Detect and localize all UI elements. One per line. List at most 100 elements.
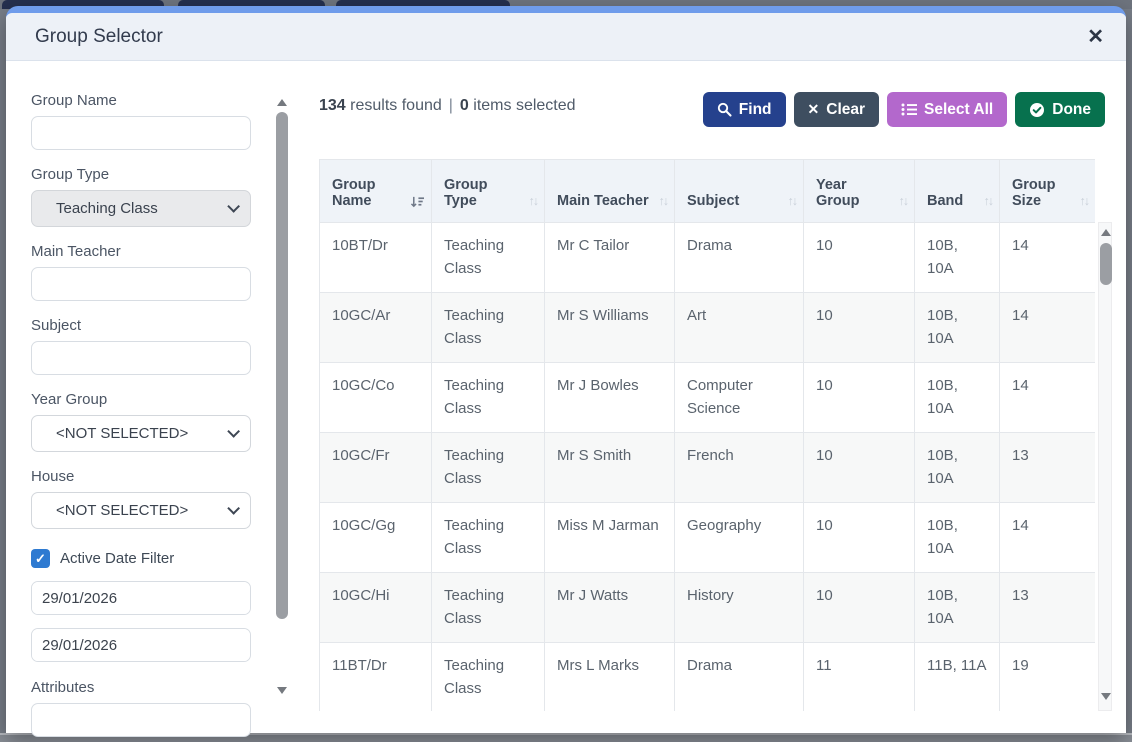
attributes-input[interactable] xyxy=(31,703,251,737)
scrollbar-thumb[interactable] xyxy=(1100,243,1112,285)
selected-count-suffix: items selected xyxy=(468,97,576,114)
clear-x-icon: ✕ xyxy=(807,101,820,117)
results-summary: 134 results found | 0 items selected xyxy=(319,97,576,115)
column-header-main-teacher[interactable]: Main Teacher ↑↓ xyxy=(544,159,675,223)
toolbar: Find ✕ Clear Select All xyxy=(702,92,1105,127)
table-cell: 10GC/Co xyxy=(319,362,432,433)
column-header-year-group[interactable]: Year Group ↑↓ xyxy=(803,159,915,223)
table-cell: Mr J Bowles xyxy=(544,362,675,433)
table-cell: 11 xyxy=(803,642,915,711)
table-cell: 10BT/Dr xyxy=(319,222,432,293)
clear-button[interactable]: ✕ Clear xyxy=(793,92,880,127)
sort-icon: ↑↓ xyxy=(787,194,798,208)
table-cell: Drama xyxy=(674,222,804,293)
year-group-label: Year Group xyxy=(31,391,108,408)
group-type-select[interactable]: Teaching Class xyxy=(31,190,251,227)
filter-sidebar: Group Name Group Type Teaching Class Mai… xyxy=(6,61,312,737)
table-row[interactable]: 10GC/Gg Teaching Class Miss M Jarman Geogra… xyxy=(319,502,1095,573)
table-cell: Miss M Jarman xyxy=(544,502,675,573)
done-button-label: Done xyxy=(1052,100,1091,118)
group-type-label: Group Type xyxy=(31,166,110,183)
table-cell: 10 xyxy=(803,222,915,293)
year-group-select[interactable]: <NOT SELECTED> xyxy=(31,415,251,452)
year-group-value: <NOT SELECTED> xyxy=(56,425,189,442)
find-button[interactable]: Find xyxy=(702,92,786,127)
house-value: <NOT SELECTED> xyxy=(56,502,189,519)
list-icon xyxy=(901,103,918,116)
table-cell: Art xyxy=(674,292,804,363)
table-cell: Computer Science xyxy=(674,362,804,433)
group-name-input[interactable] xyxy=(31,116,251,150)
table-cell: Teaching Class xyxy=(431,362,545,433)
check-circle-icon xyxy=(1030,102,1045,117)
table-cell: History xyxy=(674,572,804,643)
table-row[interactable]: 10GC/Co Teaching Class Mr J Bowles Computer… xyxy=(319,362,1095,433)
active-date-filter-label: Active Date Filter xyxy=(60,550,175,567)
column-header-label: Group Name xyxy=(332,177,376,209)
table-cell: 10B, 10A xyxy=(914,222,1000,293)
group-type-value: Teaching Class xyxy=(56,200,158,217)
active-date-filter-checkbox[interactable]: ✓ Active Date Filter xyxy=(31,549,312,568)
table-row[interactable]: 10GC/Hi Teaching Class Mr J Watts History 10… xyxy=(319,572,1095,643)
scroll-up-icon[interactable] xyxy=(277,99,287,106)
scroll-up-icon[interactable] xyxy=(1101,229,1111,236)
table-cell: 13 xyxy=(999,432,1095,503)
sort-icon: ↑↓ xyxy=(528,194,539,208)
table-cell: French xyxy=(674,432,804,503)
column-header-group-type[interactable]: Group Type ↑↓ xyxy=(431,159,545,223)
scrollbar-thumb[interactable] xyxy=(276,112,288,619)
table-cell: 14 xyxy=(999,362,1095,433)
results-table-viewport: Group Name Group Type ↑↓ Main Teacher ↑↓ Subj… xyxy=(319,159,1095,711)
find-button-label: Find xyxy=(738,100,772,118)
select-all-button-label: Select All xyxy=(924,100,994,118)
results-table: Group Name Group Type ↑↓ Main Teacher ↑↓ Subj… xyxy=(319,159,1095,711)
table-cell: Geography xyxy=(674,502,804,573)
table-cell: Teaching Class xyxy=(431,292,545,363)
table-row[interactable]: 10BT/Dr Teaching Class Mr C Tailor Drama 10 1… xyxy=(319,222,1095,293)
table-row[interactable]: 10GC/Ar Teaching Class Mr S Williams Art 10 1… xyxy=(319,292,1095,363)
table-cell: Teaching Class xyxy=(431,502,545,573)
column-header-label: Subject xyxy=(687,193,740,209)
sidebar-scrollbar[interactable] xyxy=(275,99,289,699)
attributes-label: Attributes xyxy=(31,679,95,696)
column-header-label: Group Type xyxy=(444,177,488,209)
table-cell: 14 xyxy=(999,222,1095,293)
table-header: Group Name Group Type ↑↓ Main Teacher ↑↓ Subj… xyxy=(319,159,1095,223)
table-scrollbar[interactable] xyxy=(1098,222,1112,711)
table-cell: 10 xyxy=(803,432,915,503)
group-name-label: Group Name xyxy=(31,92,117,109)
chevron-down-icon xyxy=(227,200,240,213)
done-button[interactable]: Done xyxy=(1015,92,1105,127)
date-from-input[interactable] xyxy=(32,582,250,614)
select-all-button[interactable]: Select All xyxy=(887,92,1008,127)
table-cell: 14 xyxy=(999,502,1095,573)
close-icon[interactable]: ✕ xyxy=(1087,25,1104,48)
column-header-band[interactable]: Band ↑↓ xyxy=(914,159,1000,223)
table-cell: 10B, 10A xyxy=(914,502,1000,573)
column-header-group-name[interactable]: Group Name xyxy=(319,159,432,223)
date-to-input[interactable] xyxy=(32,629,250,661)
table-cell: 11B, 11A xyxy=(914,642,1000,711)
results-count: 134 xyxy=(319,97,346,114)
table-cell: 10 xyxy=(803,362,915,433)
group-selector-dialog: Group Selector ✕ Group Name Group Type T… xyxy=(6,6,1126,737)
table-cell: 13 xyxy=(999,572,1095,643)
table-cell: 10B, 10A xyxy=(914,432,1000,503)
table-cell: 10 xyxy=(803,502,915,573)
column-header-subject[interactable]: Subject ↑↓ xyxy=(674,159,804,223)
sort-descending-icon xyxy=(410,196,424,208)
house-label: House xyxy=(31,468,75,485)
checkbox-checked-icon: ✓ xyxy=(31,549,50,568)
house-select[interactable]: <NOT SELECTED> xyxy=(31,492,251,529)
selected-count: 0 xyxy=(459,97,469,114)
scroll-down-icon[interactable] xyxy=(277,687,287,694)
column-header-group-size[interactable]: Group Size ↑↓ xyxy=(999,159,1095,223)
subject-input[interactable] xyxy=(31,341,251,375)
scroll-down-icon[interactable] xyxy=(1101,693,1111,700)
table-row[interactable]: 10GC/Fr Teaching Class Mr S Smith French 10 1… xyxy=(319,432,1095,503)
main-teacher-input[interactable] xyxy=(31,267,251,301)
table-row[interactable]: 11BT/Dr Teaching Class Mrs L Marks Drama 11 1… xyxy=(319,642,1095,711)
table-cell: Teaching Class xyxy=(431,642,545,711)
table-cell: 10B, 10A xyxy=(914,572,1000,643)
